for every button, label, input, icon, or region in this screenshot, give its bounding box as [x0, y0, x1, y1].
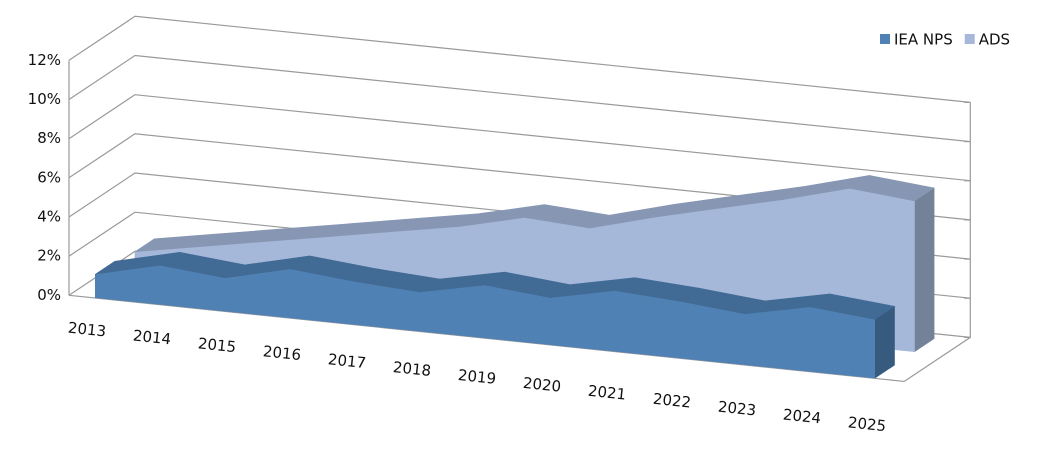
x-tick-label: 2022 — [652, 390, 692, 412]
legend-swatch — [880, 34, 890, 44]
legend-label: ADS — [979, 31, 1010, 49]
x-tick-label: 2014 — [132, 326, 172, 348]
x-tick-label: 2019 — [457, 366, 497, 388]
x-tick-label: 2025 — [847, 413, 887, 435]
legend-label: IEA NPS — [894, 31, 953, 49]
y-tick-label: 0% — [37, 286, 61, 304]
y-tick-label: 2% — [37, 247, 61, 265]
y-tick-label: 6% — [37, 168, 61, 186]
x-tick-label: 2015 — [197, 334, 237, 356]
x-tick-label: 2023 — [717, 398, 757, 420]
y-tick-label: 8% — [37, 129, 61, 147]
x-tick-label: 2017 — [327, 350, 367, 372]
area — [95, 265, 875, 379]
legend-swatch — [964, 34, 975, 44]
area-side — [914, 188, 935, 352]
x-tick-label: 2024 — [782, 405, 822, 427]
x-tick-label: 2016 — [262, 342, 302, 364]
y-tick-label: 4% — [37, 207, 61, 225]
x-tick-label: 2018 — [392, 358, 432, 380]
y-tick-label: 12% — [28, 51, 61, 69]
grid-line — [68, 133, 971, 221]
x-tick-label: 2020 — [522, 374, 562, 396]
area-top — [94, 251, 896, 320]
grid-line — [68, 94, 971, 182]
x-tick-label: 2013 — [67, 319, 107, 341]
grid-line — [68, 15, 971, 103]
area-top — [133, 175, 936, 253]
x-tick-label: 2021 — [587, 382, 627, 404]
area-side — [875, 306, 895, 379]
y-tick-label: 10% — [28, 90, 61, 108]
wall-edge — [903, 102, 971, 382]
grid-line — [68, 54, 971, 143]
